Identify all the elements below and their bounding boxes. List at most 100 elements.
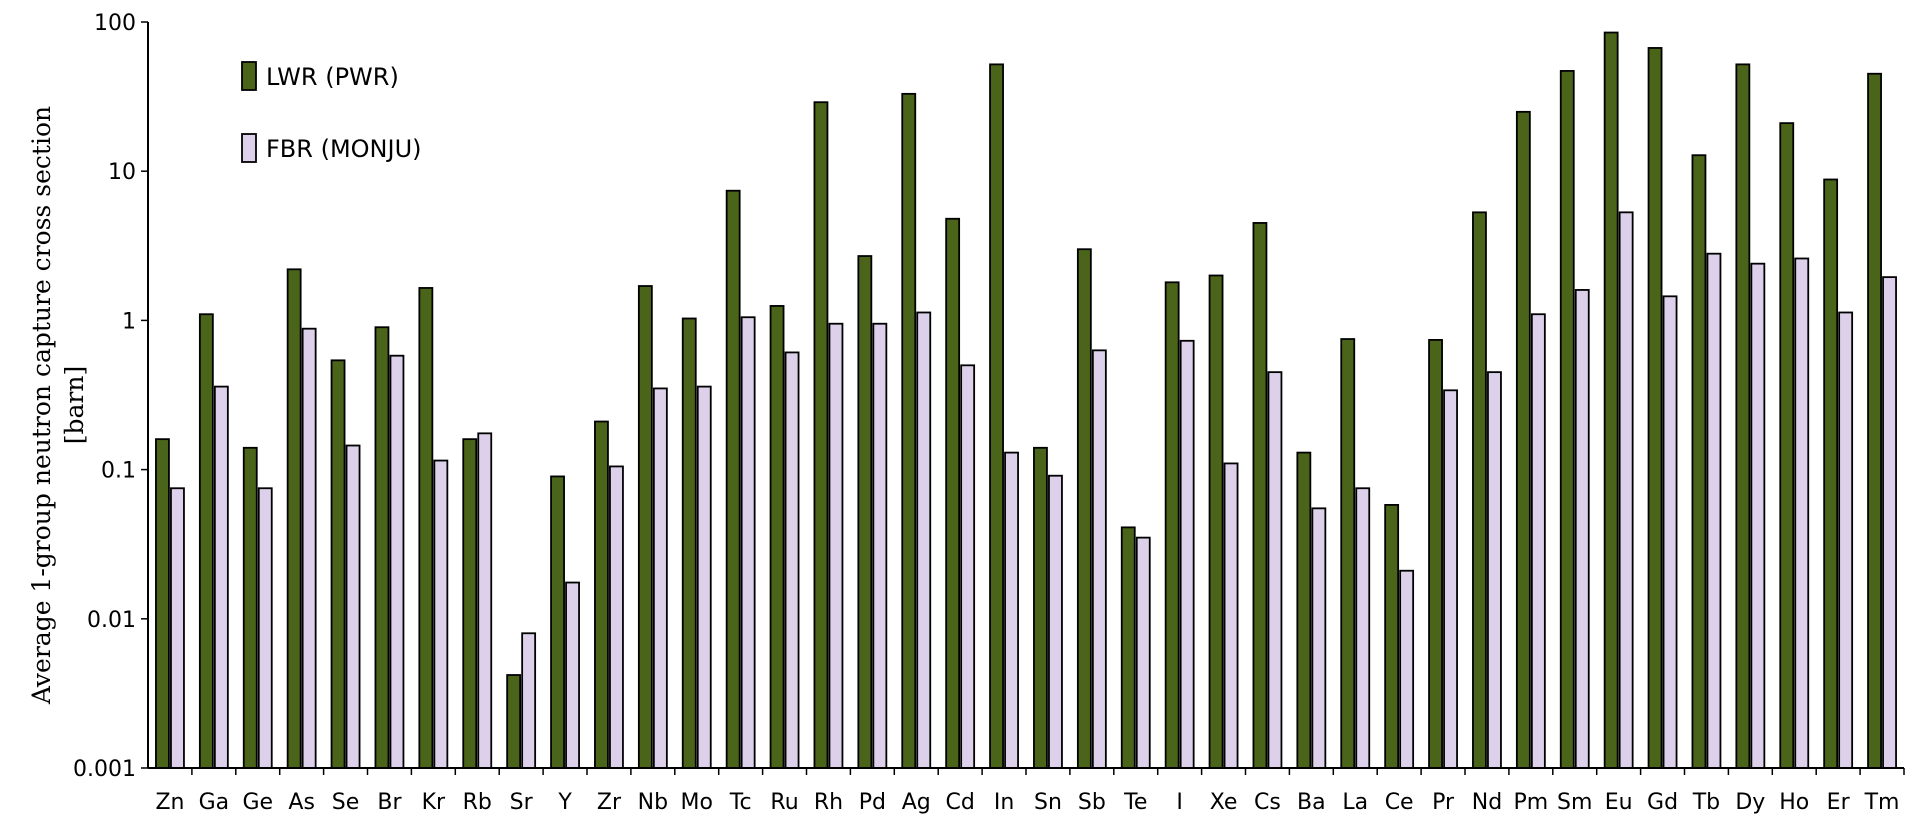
x-tick-label-ho: Ho: [1779, 790, 1809, 815]
x-tick-label-as: As: [288, 790, 315, 815]
bar-fbr-dy: [1750, 262, 1766, 769]
bar-fbr-ga: [213, 385, 229, 769]
x-tick-label-nb: Nb: [638, 790, 668, 815]
bar-lwr-cd: [945, 217, 961, 769]
bar-lwr-ru: [769, 305, 785, 769]
bar-lwr-nd: [1472, 211, 1487, 769]
x-tick-label-sb: Sb: [1078, 790, 1106, 815]
legend-swatch-lwr: [241, 61, 257, 91]
x-tick-label-mo: Mo: [681, 790, 713, 815]
x-tick-label-tm: Tm: [1864, 790, 1900, 815]
bar-lwr-xe: [1208, 274, 1224, 769]
x-tick-label-pr: Pr: [1432, 790, 1455, 815]
bar-lwr-sr: [506, 674, 522, 769]
x-tick-label-ga: Ga: [199, 790, 230, 815]
x-tick-label-tc: Tc: [729, 790, 752, 815]
x-tick-label-eu: Eu: [1605, 790, 1633, 815]
bar-fbr-se: [345, 444, 361, 769]
bar-fbr-rb: [477, 432, 493, 769]
bar-fbr-xe: [1223, 462, 1239, 769]
bar-lwr-cs: [1252, 222, 1268, 769]
x-tick-label-ge: Ge: [242, 790, 273, 815]
bar-fbr-rh: [828, 322, 844, 769]
bar-fbr-as: [301, 327, 317, 769]
x-tick-label-pm: Pm: [1513, 790, 1548, 815]
bar-lwr-ce: [1384, 503, 1400, 769]
x-tick-label-xe: Xe: [1210, 790, 1238, 815]
bar-fbr-i: [1179, 339, 1195, 769]
bar-fbr-kr: [433, 459, 449, 769]
y-tick-label-5: 100: [94, 11, 136, 36]
bar-fbr-ce: [1399, 569, 1415, 769]
bar-lwr-ba: [1296, 451, 1312, 769]
legend-swatch-fbr: [241, 133, 257, 163]
bar-lwr-sm: [1559, 70, 1575, 769]
bar-fbr-tc: [740, 316, 756, 769]
x-tick-label-nd: Nd: [1472, 790, 1502, 815]
bar-fbr-pd: [872, 322, 888, 769]
bar-lwr-kr: [418, 287, 434, 769]
y-axis-title: Average 1-group neutron capture cross se…: [27, 106, 89, 705]
bar-lwr-tm: [1867, 72, 1882, 769]
bar-lwr-sn: [1033, 446, 1048, 769]
bar-fbr-cd: [960, 364, 976, 769]
bar-fbr-tm: [1882, 276, 1897, 769]
x-tick-label-sr: Sr: [510, 790, 534, 815]
y-axis-title-line2: [barn]: [60, 366, 89, 444]
bar-lwr-y: [550, 475, 565, 769]
bar-lwr-zr: [594, 420, 609, 769]
y-tick-label-4: 10: [108, 160, 136, 185]
bar-fbr-ag: [916, 311, 932, 769]
bar-fbr-te: [1135, 536, 1151, 769]
bar-fbr-in: [1004, 451, 1019, 769]
bar-lwr-br: [374, 326, 390, 769]
bar-lwr-mo: [681, 317, 697, 769]
x-tick-label-sn: Sn: [1034, 790, 1062, 815]
bar-lwr-er: [1823, 178, 1839, 769]
x-tick-label-la: La: [1342, 790, 1368, 815]
bar-fbr-br: [389, 354, 405, 769]
x-tick-label-ru: Ru: [770, 790, 798, 815]
axes-layer: [141, 21, 1905, 775]
x-tick-label-ce: Ce: [1385, 790, 1414, 815]
bar-fbr-zn: [170, 487, 185, 769]
bar-lwr-rb: [462, 438, 478, 769]
x-tick-label-dy: Dy: [1735, 790, 1765, 815]
bar-fbr-pr: [1443, 389, 1458, 769]
bar-fbr-nb: [652, 387, 668, 769]
y-tick-label-3: 1: [122, 309, 136, 334]
bar-fbr-cs: [1267, 371, 1283, 769]
bar-fbr-sm: [1574, 289, 1590, 769]
legend-label-fbr: FBR (MONJU): [266, 135, 422, 163]
x-tick-label-tb: Tb: [1692, 790, 1720, 815]
x-tick-labels: Zn Ga Ge As Se Br Kr Rb Sr Y Zr Nb Mo Tc Ru Rh Pd Ag Cd In S…: [155, 790, 1899, 815]
bar-fbr-zr: [609, 465, 624, 769]
bar-fbr-sn: [1048, 474, 1063, 769]
x-tick-label-ag: Ag: [902, 790, 931, 815]
y-tick-label-0: 0.001: [73, 757, 136, 782]
bar-lwr-zn: [155, 438, 170, 769]
bar-fbr-pm: [1530, 313, 1546, 769]
x-tick-label-zn: Zn: [155, 790, 184, 815]
bar-lwr-pd: [857, 255, 873, 769]
x-tick-label-ba: Ba: [1297, 790, 1326, 815]
bar-lwr-dy: [1735, 63, 1751, 769]
x-tick-label-i: I: [1176, 790, 1183, 815]
bar-fbr-sr: [521, 632, 537, 769]
bar-fbr-y: [565, 581, 580, 769]
bar-lwr-sb: [1076, 248, 1092, 769]
x-tick-label-cd: Cd: [945, 790, 974, 815]
bar-lwr-i: [1164, 281, 1180, 769]
bar-fbr-sb: [1091, 349, 1107, 769]
x-tick-label-in: In: [994, 790, 1014, 815]
bar-fbr-ru: [784, 351, 800, 769]
bar-lwr-gd: [1647, 47, 1663, 769]
y-tick-label-2: 0.1: [101, 459, 136, 484]
x-tick-label-zr: Zr: [597, 790, 622, 815]
bar-fbr-mo: [696, 385, 712, 769]
bar-fbr-eu: [1618, 211, 1634, 769]
bar-fbr-la: [1355, 487, 1371, 769]
x-tick-label-kr: Kr: [422, 790, 446, 815]
bar-lwr-tc: [725, 189, 741, 769]
